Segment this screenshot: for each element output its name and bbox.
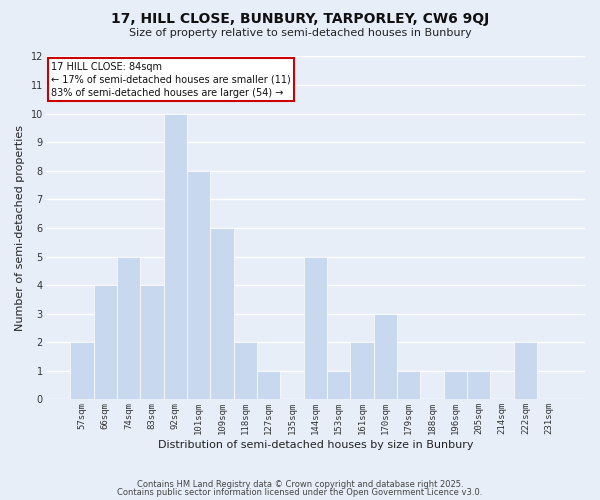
Bar: [164, 114, 187, 400]
Bar: [397, 371, 421, 400]
Bar: [140, 285, 164, 400]
Bar: [117, 256, 140, 400]
Bar: [94, 285, 117, 400]
Bar: [210, 228, 233, 400]
Text: Size of property relative to semi-detached houses in Bunbury: Size of property relative to semi-detach…: [128, 28, 472, 38]
Bar: [304, 256, 327, 400]
Bar: [350, 342, 374, 400]
Bar: [187, 171, 210, 400]
Bar: [257, 371, 280, 400]
Text: 17, HILL CLOSE, BUNBURY, TARPORLEY, CW6 9QJ: 17, HILL CLOSE, BUNBURY, TARPORLEY, CW6 …: [111, 12, 489, 26]
Text: 17 HILL CLOSE: 84sqm
← 17% of semi-detached houses are smaller (11)
83% of semi-: 17 HILL CLOSE: 84sqm ← 17% of semi-detac…: [51, 62, 291, 98]
Bar: [233, 342, 257, 400]
Bar: [514, 342, 537, 400]
Bar: [70, 342, 94, 400]
Text: Contains HM Land Registry data © Crown copyright and database right 2025.: Contains HM Land Registry data © Crown c…: [137, 480, 463, 489]
Bar: [374, 314, 397, 400]
Text: Contains public sector information licensed under the Open Government Licence v3: Contains public sector information licen…: [118, 488, 482, 497]
Bar: [444, 371, 467, 400]
Bar: [327, 371, 350, 400]
Y-axis label: Number of semi-detached properties: Number of semi-detached properties: [15, 125, 25, 331]
X-axis label: Distribution of semi-detached houses by size in Bunbury: Distribution of semi-detached houses by …: [158, 440, 473, 450]
Bar: [467, 371, 490, 400]
